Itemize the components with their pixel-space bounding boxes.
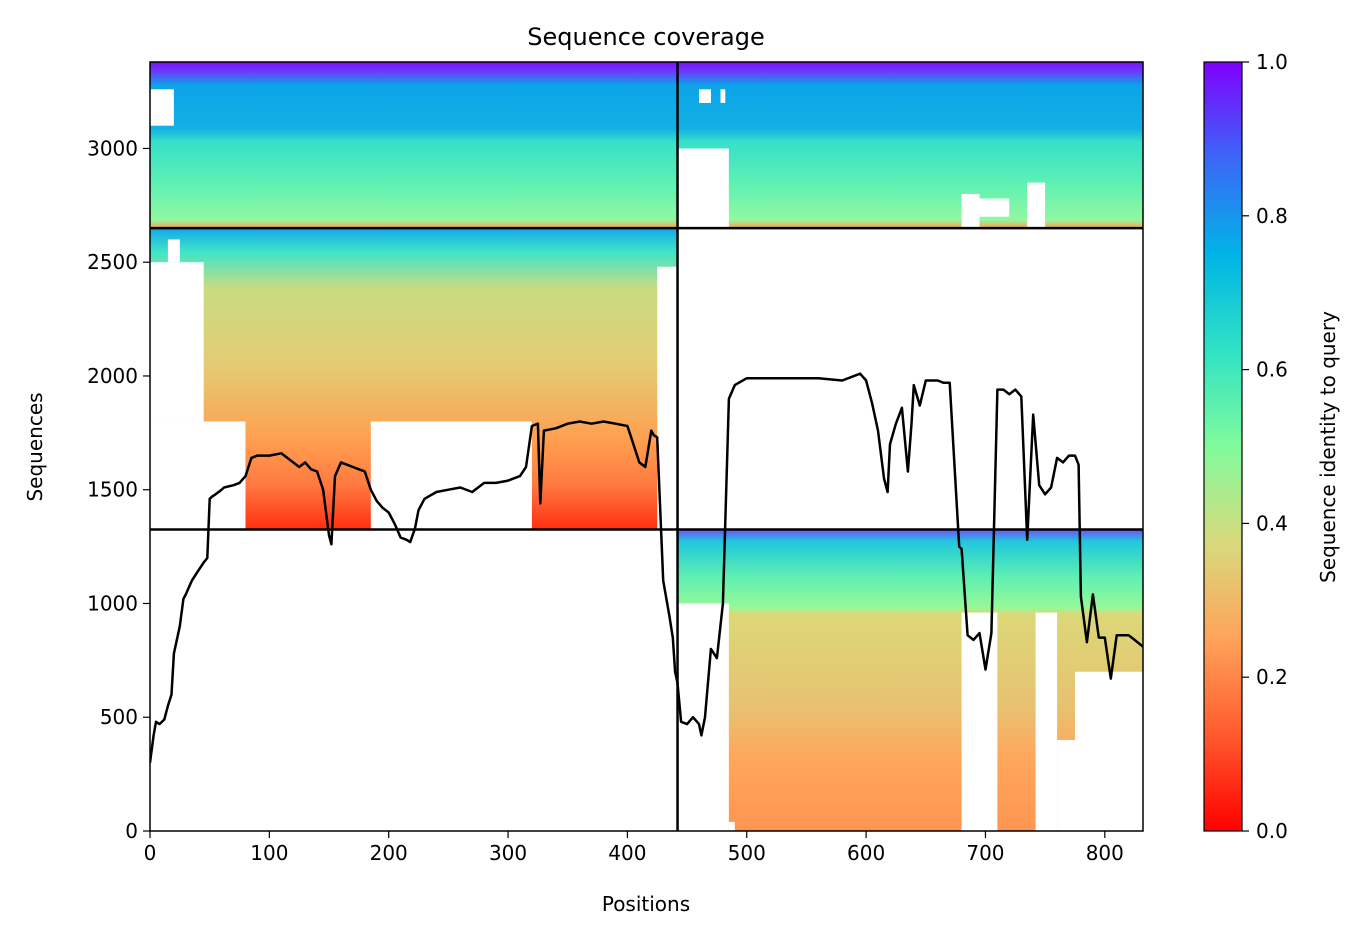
x-axis-label: Positions	[602, 892, 690, 916]
colorbar	[1203, 61, 1243, 832]
y-axis: 0 500 1000 1500 2000 2500 3000	[87, 136, 150, 843]
block-boundaries	[150, 62, 1143, 831]
x-tick-label: 300	[489, 841, 527, 865]
colorbar-tick-label: 0.4	[1256, 511, 1288, 535]
y-tick-label: 1500	[87, 478, 138, 502]
x-tick-label: 600	[847, 841, 885, 865]
x-tick-label: 500	[728, 841, 766, 865]
x-tick-label: 800	[1086, 841, 1124, 865]
msa-gap	[167, 239, 180, 263]
y-tick-label: 0	[125, 819, 138, 843]
msa-gap	[677, 148, 729, 229]
msa-gap	[1027, 182, 1046, 229]
coverage-line	[150, 372, 1143, 763]
x-tick-label: 100	[250, 841, 288, 865]
x-tick-label: 200	[370, 841, 408, 865]
msa-gap	[677, 603, 729, 831]
colorbar-tick-label: 0.6	[1256, 358, 1288, 382]
colorbar-axis: 0.0 0.2 0.4 0.6 0.8 1.0	[1242, 50, 1288, 843]
x-tick-label: 0	[144, 841, 157, 865]
colorbar-tick-label: 0.2	[1256, 665, 1288, 689]
msa-gap	[1074, 671, 1143, 740]
msa-gap	[657, 266, 678, 530]
msa-gap	[1035, 612, 1058, 831]
msa-block	[150, 62, 678, 229]
colorbar-tick-label: 0.0	[1256, 819, 1288, 843]
colorbar-label: Sequence identity to query	[1316, 311, 1340, 583]
msa-gap	[150, 89, 174, 126]
msa-gap	[1057, 739, 1143, 831]
msa-gap	[150, 421, 246, 530]
msa-block	[677, 62, 1143, 229]
y-tick-label: 1000	[87, 591, 138, 615]
x-tick-label: 700	[966, 841, 1004, 865]
msa-gap	[728, 821, 735, 831]
y-axis-label: Sequences	[23, 392, 47, 501]
plot-area	[150, 62, 1143, 831]
colorbar-tick-label: 1.0	[1256, 50, 1288, 74]
plot-frame	[149, 61, 1144, 832]
y-tick-label: 2000	[87, 364, 138, 388]
msa-gap	[370, 421, 532, 530]
x-axis: 0 100 200 300 400 500 600 700 800	[144, 831, 1124, 865]
msa-gap	[720, 89, 726, 103]
y-tick-label: 500	[100, 705, 138, 729]
msa-gap	[150, 262, 204, 422]
y-tick-label: 3000	[87, 136, 138, 160]
colorbar-tick-label: 0.8	[1256, 204, 1288, 228]
msa-gap	[961, 612, 998, 831]
y-tick-label: 2500	[87, 250, 138, 274]
msa-gaps	[150, 89, 1143, 831]
msa-gap	[699, 89, 711, 103]
chart-title: Sequence coverage	[527, 23, 764, 51]
x-tick-label: 400	[608, 841, 646, 865]
msa-gap	[973, 198, 1010, 217]
